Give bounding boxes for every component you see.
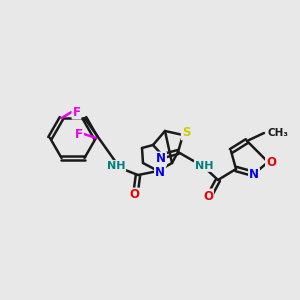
Text: F: F <box>75 128 83 140</box>
Text: N: N <box>155 167 165 179</box>
Text: CH₃: CH₃ <box>268 128 289 138</box>
Text: S: S <box>182 127 190 140</box>
Text: NH: NH <box>195 161 213 171</box>
Text: F: F <box>73 106 80 118</box>
Text: O: O <box>266 155 276 169</box>
Text: O: O <box>203 190 213 202</box>
Text: O: O <box>129 188 139 202</box>
Text: NH: NH <box>107 161 125 171</box>
Text: N: N <box>249 169 259 182</box>
Text: N: N <box>156 152 166 166</box>
